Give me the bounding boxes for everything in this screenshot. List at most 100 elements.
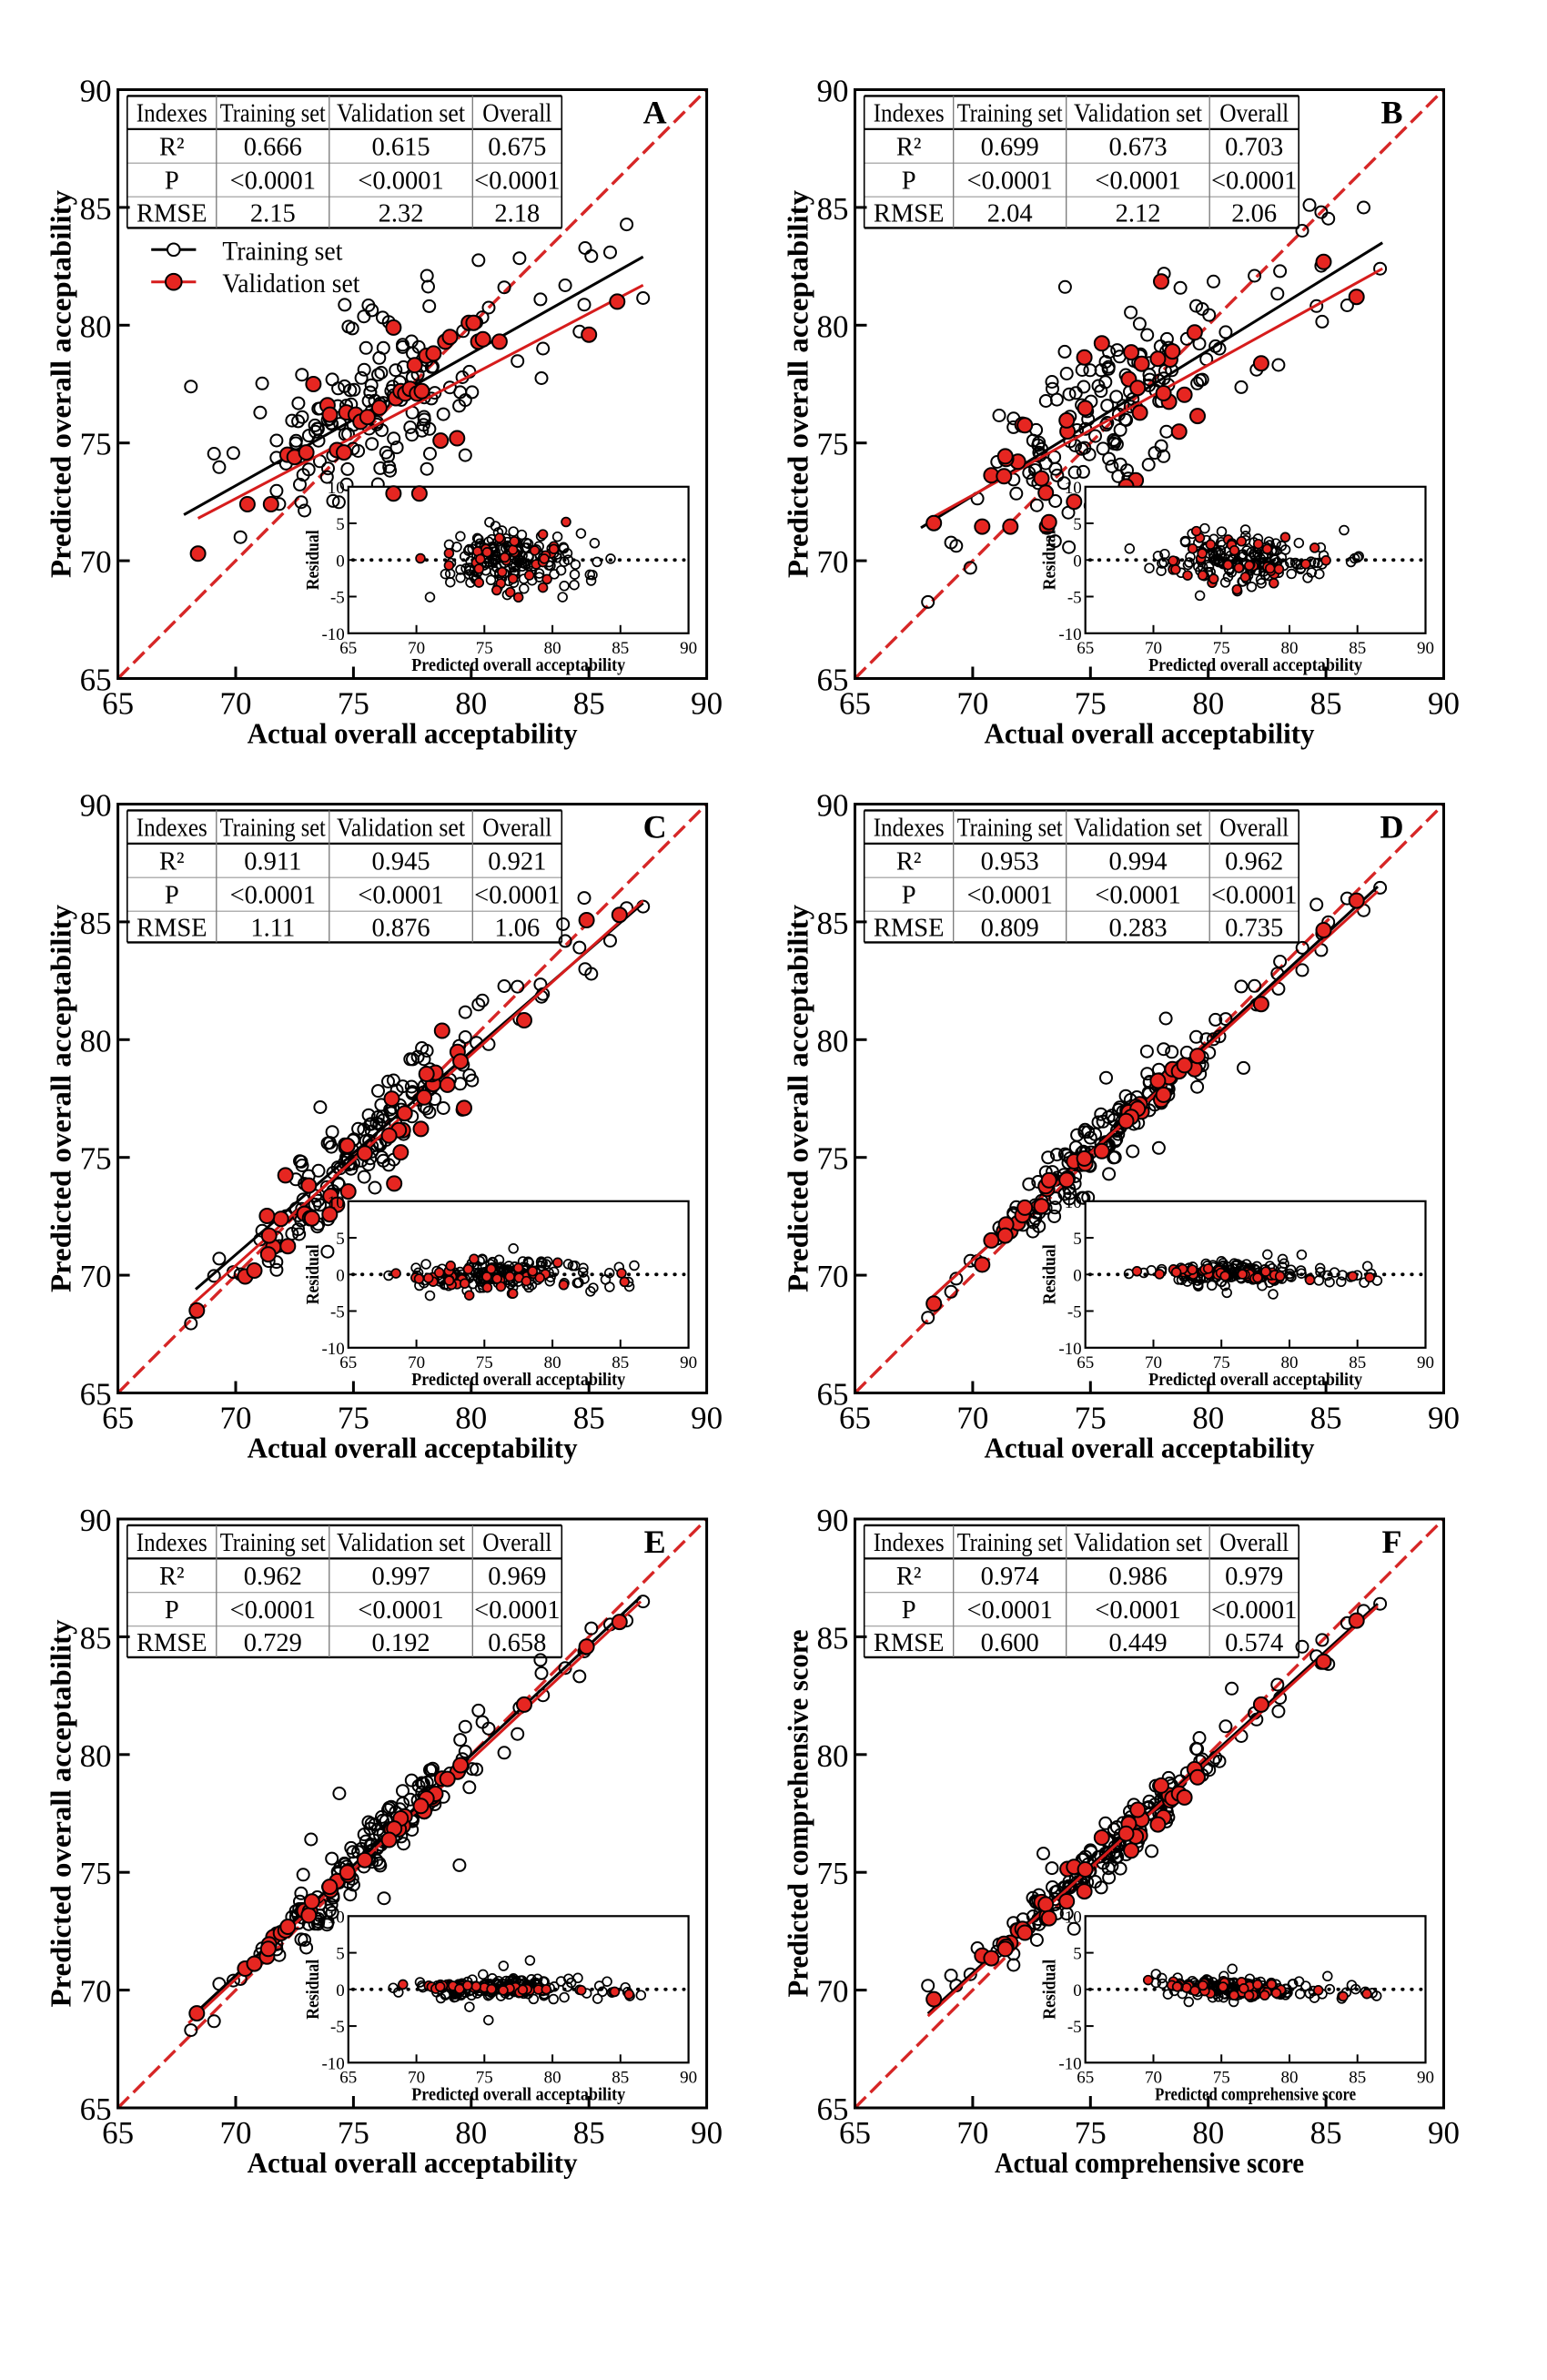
svg-text:75: 75 xyxy=(338,2115,369,2151)
svg-text:0.953: 0.953 xyxy=(981,848,1039,876)
svg-text:R²: R² xyxy=(159,134,185,162)
svg-text:-5: -5 xyxy=(330,2018,345,2037)
svg-text:65: 65 xyxy=(102,1401,134,1436)
svg-text:75: 75 xyxy=(338,1401,369,1436)
svg-text:75: 75 xyxy=(338,686,369,722)
svg-text:10: 10 xyxy=(328,1193,345,1212)
svg-text:90: 90 xyxy=(691,2115,723,2151)
svg-text:65: 65 xyxy=(339,2068,357,2087)
svg-text:<0.0001: <0.0001 xyxy=(1095,167,1180,196)
svg-text:Indexes: Indexes xyxy=(136,1529,207,1557)
svg-text:0.600: 0.600 xyxy=(981,1629,1039,1657)
svg-text:RMSE: RMSE xyxy=(136,914,207,942)
svg-text:90: 90 xyxy=(1428,686,1460,722)
svg-text:-5: -5 xyxy=(330,589,345,608)
svg-text:80: 80 xyxy=(544,2068,561,2087)
svg-text:85: 85 xyxy=(612,639,629,658)
svg-text:70: 70 xyxy=(1145,1353,1162,1372)
svg-text:80: 80 xyxy=(455,2115,487,2151)
svg-text:Overall: Overall xyxy=(482,100,551,128)
svg-text:80: 80 xyxy=(817,1738,849,1774)
svg-text:-10: -10 xyxy=(1058,2054,1081,2073)
svg-text:70: 70 xyxy=(80,1259,112,1294)
svg-text:75: 75 xyxy=(1075,1401,1107,1436)
svg-text:65: 65 xyxy=(80,2091,112,2127)
svg-text:90: 90 xyxy=(817,1503,849,1538)
svg-text:-5: -5 xyxy=(1067,1303,1082,1322)
svg-text:90: 90 xyxy=(680,639,697,658)
svg-text:0.962: 0.962 xyxy=(244,1563,302,1591)
svg-text:85: 85 xyxy=(612,1353,629,1372)
svg-text:0.911: 0.911 xyxy=(244,848,301,876)
svg-text:0.192: 0.192 xyxy=(371,1629,430,1657)
svg-text:Predicted overall acceptabilit: Predicted overall acceptability xyxy=(1148,1371,1362,1390)
svg-text:90: 90 xyxy=(817,74,849,109)
svg-text:Actual overall acceptability: Actual overall acceptability xyxy=(248,2146,578,2179)
svg-text:-10: -10 xyxy=(321,1340,344,1359)
svg-text:Training set: Training set xyxy=(220,100,326,128)
svg-text:Validation set: Validation set xyxy=(1074,1529,1202,1557)
svg-text:75: 75 xyxy=(817,427,849,462)
svg-text:Predicted overall acceptabilit: Predicted overall acceptability xyxy=(782,190,814,578)
svg-text:90: 90 xyxy=(1428,1401,1460,1436)
svg-text:80: 80 xyxy=(1192,686,1224,722)
svg-text:85: 85 xyxy=(573,1401,605,1436)
svg-text:10: 10 xyxy=(1065,479,1082,498)
svg-text:80: 80 xyxy=(1281,1353,1299,1372)
svg-text:Overall: Overall xyxy=(1219,100,1289,128)
svg-text:85: 85 xyxy=(817,906,849,941)
svg-text:65: 65 xyxy=(1077,639,1094,658)
svg-text:65: 65 xyxy=(339,639,357,658)
svg-text:Validation set: Validation set xyxy=(337,1529,465,1557)
svg-text:80: 80 xyxy=(455,686,487,722)
svg-text:70: 70 xyxy=(80,1974,112,2010)
svg-text:5: 5 xyxy=(1073,1230,1082,1249)
svg-text:R²: R² xyxy=(159,1563,185,1591)
svg-text:70: 70 xyxy=(1145,639,1162,658)
svg-text:0.615: 0.615 xyxy=(371,134,430,162)
svg-text:<0.0001: <0.0001 xyxy=(230,167,316,196)
svg-text:65: 65 xyxy=(80,1377,112,1413)
svg-text:75: 75 xyxy=(1075,2115,1107,2151)
svg-text:65: 65 xyxy=(102,2115,134,2151)
svg-text:Training set: Training set xyxy=(220,1529,326,1557)
svg-text:90: 90 xyxy=(680,2068,697,2087)
svg-text:85: 85 xyxy=(1310,1401,1342,1436)
svg-text:85: 85 xyxy=(1349,2068,1366,2087)
svg-text:90: 90 xyxy=(1417,639,1434,658)
svg-text:<0.0001: <0.0001 xyxy=(230,882,316,910)
svg-text:Overall: Overall xyxy=(1219,1529,1289,1557)
svg-text:0.666: 0.666 xyxy=(244,134,302,162)
svg-text:-10: -10 xyxy=(321,2054,344,2073)
svg-text:70: 70 xyxy=(80,544,112,580)
svg-text:0.809: 0.809 xyxy=(981,914,1039,942)
svg-text:70: 70 xyxy=(220,2115,252,2151)
svg-text:<0.0001: <0.0001 xyxy=(474,882,560,910)
svg-text:<0.0001: <0.0001 xyxy=(1095,882,1180,910)
svg-text:0.283: 0.283 xyxy=(1108,914,1167,942)
svg-text:<0.0001: <0.0001 xyxy=(1211,1596,1297,1625)
svg-text:75: 75 xyxy=(817,1141,849,1177)
svg-text:65: 65 xyxy=(817,1377,849,1413)
svg-text:-5: -5 xyxy=(330,1303,345,1322)
svg-text:0.986: 0.986 xyxy=(1108,1563,1167,1591)
svg-text:<0.0001: <0.0001 xyxy=(1095,1596,1180,1625)
svg-text:2.18: 2.18 xyxy=(494,199,540,228)
svg-text:RMSE: RMSE xyxy=(874,199,945,228)
svg-text:Actual overall acceptability: Actual overall acceptability xyxy=(248,717,578,750)
svg-text:Residual: Residual xyxy=(1040,530,1060,590)
svg-text:P: P xyxy=(902,1596,916,1625)
svg-text:Predicted comprehensive score: Predicted comprehensive score xyxy=(782,1630,814,1998)
svg-text:C: C xyxy=(643,809,667,846)
svg-text:85: 85 xyxy=(1349,1353,1366,1372)
svg-text:5: 5 xyxy=(1073,515,1082,534)
svg-text:0.876: 0.876 xyxy=(371,914,430,942)
svg-text:85: 85 xyxy=(80,1620,112,1656)
svg-text:70: 70 xyxy=(408,639,425,658)
svg-text:75: 75 xyxy=(80,1141,112,1177)
svg-text:Predicted overall acceptabilit: Predicted overall acceptability xyxy=(411,656,625,675)
svg-text:70: 70 xyxy=(408,2068,425,2087)
svg-text:<0.0001: <0.0001 xyxy=(966,167,1052,196)
svg-text:<0.0001: <0.0001 xyxy=(474,1596,560,1625)
svg-text:70: 70 xyxy=(1145,2068,1162,2087)
